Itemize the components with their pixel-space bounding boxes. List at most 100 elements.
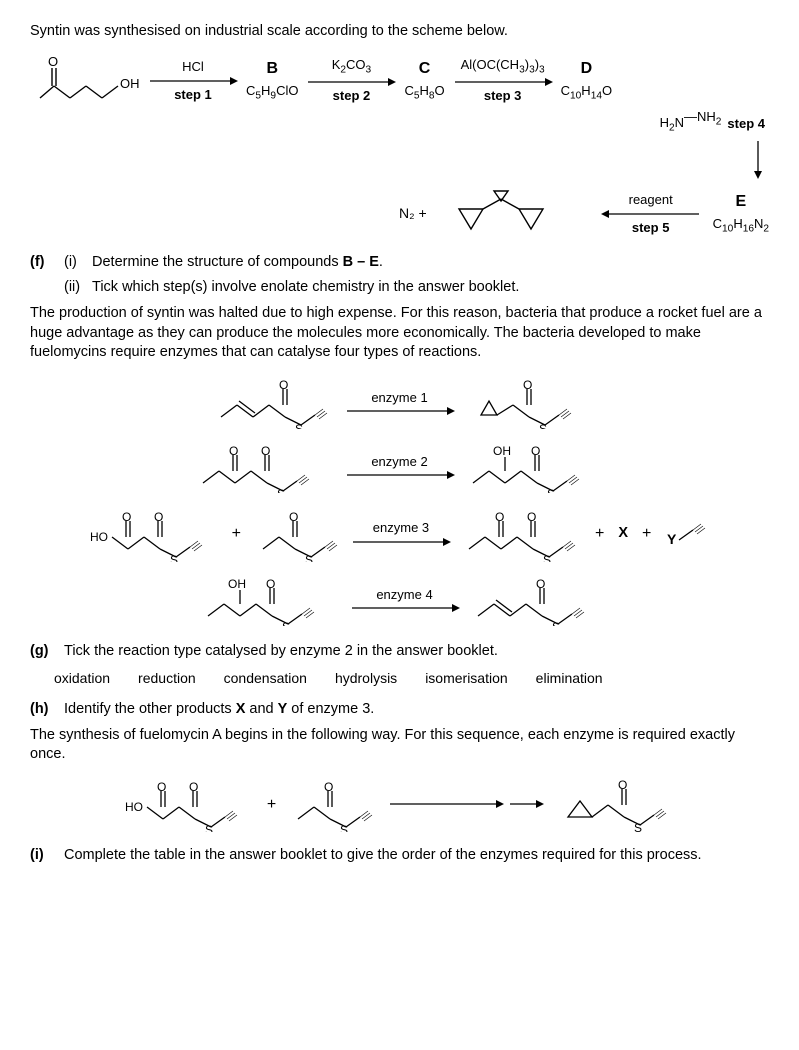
product-x: X — [618, 524, 628, 544]
svg-text:O: O — [324, 780, 333, 794]
down-arrow-icon — [751, 139, 765, 179]
svg-text:S: S — [634, 821, 642, 832]
product-y-fragment: Y — [665, 514, 711, 554]
multi-arrow-icon — [386, 794, 546, 814]
plus-icon: + — [638, 523, 655, 545]
step1-arrow: HCl step 1 — [148, 58, 238, 103]
scheme-row2: N₂ + reagent step 5 E C10H16N2 — [30, 189, 769, 239]
f-ii-tag: (ii) — [64, 278, 92, 298]
question-f: (f) (i) Determine the structure of compo… — [30, 253, 769, 298]
fuelomycin-paragraph: The synthesis of fuelomycin A begins in … — [30, 726, 769, 765]
svg-text:O: O — [523, 379, 532, 392]
svg-text:HO: HO — [90, 530, 108, 544]
g-tag: (g) — [30, 642, 64, 662]
compound-b: B C5H9ClO — [246, 58, 298, 103]
bacteria-paragraph: The production of syntin was halted due … — [30, 304, 769, 363]
step4-label: step 4 — [727, 115, 765, 133]
question-g: (g) Tick the reaction type catalysed by … — [30, 642, 769, 662]
svg-text:HO: HO — [125, 800, 143, 814]
step2-label: step 2 — [333, 87, 371, 105]
option-reduction: reduction — [138, 669, 196, 688]
svg-text:S: S — [543, 553, 551, 562]
step2-arrow: K2CO3 step 2 — [306, 56, 396, 105]
option-elimination: elimination — [536, 669, 603, 688]
svg-text:O: O — [289, 510, 298, 524]
enzyme1-product: O S — [465, 379, 585, 429]
enzyme3-product: O O S — [461, 507, 581, 562]
i-final-tag: (i) — [30, 846, 64, 866]
compound-d: D C10H14O — [561, 58, 612, 103]
step5-arrow: reagent step 5 — [601, 191, 701, 236]
svg-text:O: O — [536, 577, 545, 591]
step3-reagent: Al(OC(CH3)3)3 — [461, 56, 545, 77]
svg-text:S: S — [539, 422, 547, 429]
step4-block: H2N―NH2 step 4 — [30, 114, 769, 179]
svg-text:S: S — [282, 620, 290, 626]
svg-text:O: O — [261, 444, 270, 458]
option-hydrolysis: hydrolysis — [335, 669, 397, 688]
enzyme2-row: O O S enzyme 2 OH O S — [30, 443, 769, 493]
plus-icon: + — [263, 794, 280, 816]
option-oxidation: oxidation — [54, 669, 110, 688]
svg-text:O: O — [189, 780, 198, 794]
enzyme4-substrate: OH O S — [200, 576, 340, 626]
svg-text:O: O — [618, 778, 627, 792]
enzyme-reactions: O S enzyme 1 O S — [30, 379, 769, 626]
svg-text:S: S — [547, 487, 555, 493]
enzyme3-substrate-b: O S — [255, 507, 341, 562]
f-i-tag: (i) — [64, 253, 92, 273]
svg-text:S: S — [170, 553, 178, 562]
step4-reagent: H2N―NH2 — [660, 114, 722, 135]
svg-text:O: O — [229, 444, 238, 458]
svg-text:O: O — [527, 510, 536, 524]
svg-text:O: O — [157, 780, 166, 794]
svg-text:S: S — [340, 823, 348, 832]
plus-icon: + — [591, 523, 608, 545]
question-h: (h) Identify the other products X and Y … — [30, 700, 769, 720]
question-i-final: (i) Complete the table in the answer boo… — [30, 846, 769, 866]
syntin-structure — [439, 189, 589, 239]
h-text: Identify the other products X and Y of e… — [64, 700, 374, 720]
option-isomerisation: isomerisation — [425, 669, 507, 688]
enzyme3-substrate-a: HO O O S — [88, 507, 218, 562]
enzyme2-substrate: O O S — [195, 443, 335, 493]
compound-c-formula: C5H8O — [404, 82, 444, 103]
svg-text:S: S — [305, 553, 313, 562]
h-tag: (h) — [30, 700, 64, 720]
compound-c: C C5H8O — [404, 58, 444, 103]
svg-text:S: S — [552, 620, 560, 626]
enzyme4-product: O S — [470, 576, 600, 626]
enzyme2-product: OH O S — [465, 443, 605, 493]
intro-text: Syntin was synthesised on industrial sca… — [30, 22, 769, 42]
f-i-text: Determine the structure of compounds B –… — [92, 253, 383, 273]
step1-label: step 1 — [174, 86, 212, 104]
g-text: Tick the reaction type catalysed by enzy… — [64, 642, 498, 662]
step5-label: step 5 — [632, 219, 670, 237]
svg-text:O: O — [266, 577, 275, 591]
f-tag: (f) — [30, 253, 64, 298]
svg-text:O: O — [154, 510, 163, 524]
svg-text:O: O — [531, 444, 540, 458]
starting-compound: O OH — [30, 54, 140, 108]
compound-b-label: B — [266, 58, 278, 80]
enzyme1-row: O S enzyme 1 O S — [30, 379, 769, 429]
step2-reagent: K2CO3 — [332, 56, 371, 77]
compound-c-label: C — [419, 58, 431, 80]
compound-e: E C10H16N2 — [713, 191, 769, 236]
enzyme3-row: HO O O S + O S enzyme 3 — [30, 507, 769, 562]
svg-text:O: O — [495, 510, 504, 524]
svg-text:O: O — [122, 510, 131, 524]
option-condensation: condensation — [224, 669, 307, 688]
svg-text:O: O — [279, 379, 288, 392]
svg-text:OH: OH — [228, 577, 246, 591]
compound-b-formula: C5H9ClO — [246, 82, 298, 103]
svg-text:O: O — [48, 54, 58, 69]
enzyme4-row: OH O S enzyme 4 O S — [30, 576, 769, 626]
svg-text:Y: Y — [667, 531, 677, 547]
compound-d-formula: C10H14O — [561, 82, 612, 103]
f-ii-text: Tick which step(s) involve enolate chemi… — [92, 278, 519, 298]
compound-e-label: E — [735, 191, 746, 213]
compound-d-label: D — [581, 58, 593, 80]
plus-icon: + — [228, 523, 245, 545]
fuel-substrate-a: HO O O S — [123, 777, 253, 832]
